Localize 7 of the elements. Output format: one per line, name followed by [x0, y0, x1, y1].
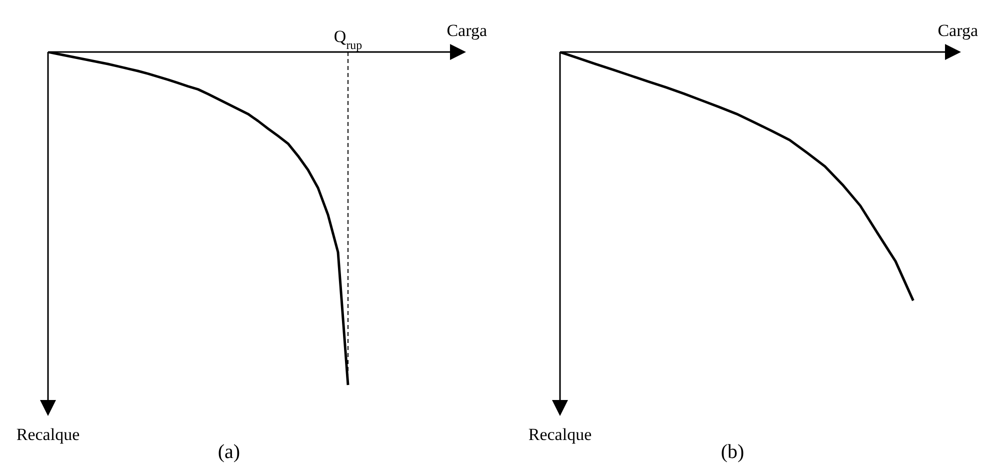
text: Q$_{rup}$: [334, 27, 362, 52]
text: (b): [720, 441, 744, 463]
text: Recalque: [528, 425, 592, 444]
x-axis-title: Carga: [446, 21, 488, 40]
x-axis-title: Carga: [938, 21, 978, 40]
text: Recalque: [16, 425, 80, 444]
text: (a): [218, 441, 240, 463]
